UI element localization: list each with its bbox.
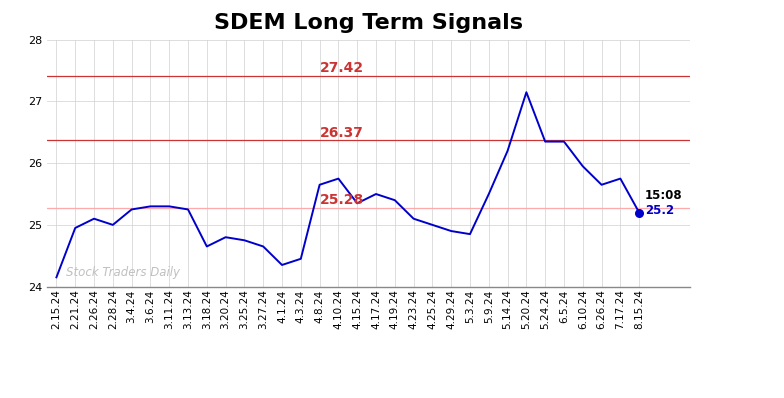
Text: Stock Traders Daily: Stock Traders Daily [66,266,180,279]
Text: 15:08: 15:08 [644,189,682,202]
Title: SDEM Long Term Signals: SDEM Long Term Signals [214,13,523,33]
Text: 25.2: 25.2 [644,204,674,217]
Text: 25.28: 25.28 [320,193,364,207]
Point [633,209,645,216]
Text: 26.37: 26.37 [320,126,364,140]
Text: 27.42: 27.42 [320,61,364,75]
